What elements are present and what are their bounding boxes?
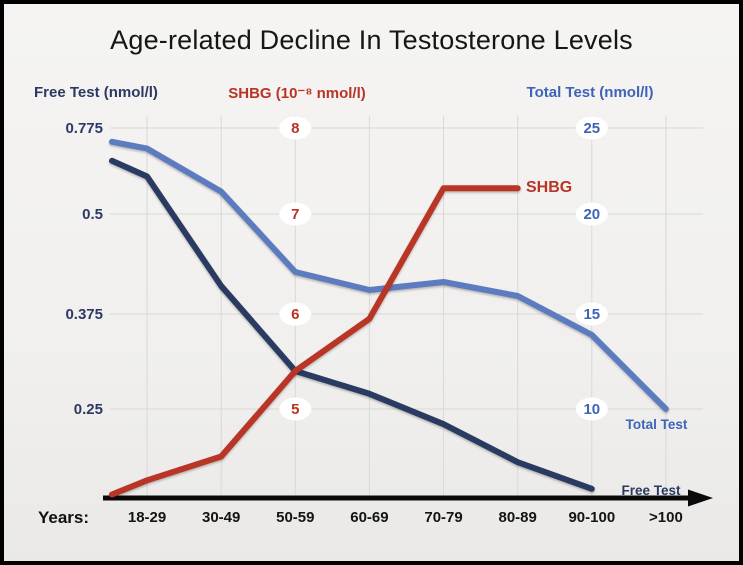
series-label-total-test: Total Test <box>625 417 688 432</box>
tick-chip <box>279 202 312 226</box>
category-label: 90-100 <box>568 509 615 526</box>
tick-chip <box>575 116 608 140</box>
tick-label-shbg: 8 <box>291 120 299 137</box>
plot-area: 0.775 0.5 0.375 0.25 8 7 6 5 25 20 15 10 18-29 30-49 5… <box>65 116 713 526</box>
tick-label-total_test: 20 <box>583 206 600 223</box>
tick-label-shbg: 5 <box>291 401 299 418</box>
tick-label-free_test: 0.25 <box>74 401 103 418</box>
tick-label-shbg: 6 <box>291 306 299 323</box>
tick-label-shbg: 7 <box>291 206 299 223</box>
tick-label-free_test: 0.375 <box>65 306 103 323</box>
tick-label-total_test: 15 <box>583 306 600 323</box>
category-label: >100 <box>649 509 683 526</box>
tick-chip <box>575 397 608 421</box>
category-label: 70-79 <box>424 509 462 526</box>
axis-title-total-test: Total Test (nmol/l) <box>526 84 654 101</box>
tick-label-free_test: 0.5 <box>82 206 103 223</box>
series-line-total_test <box>109 138 669 412</box>
series-line-shbg <box>109 185 521 498</box>
series-line-free_test <box>109 157 595 492</box>
tick-chip <box>279 116 312 140</box>
series-label-free-test: Free Test <box>621 483 681 498</box>
series-label-shbg: SHBG <box>526 179 573 196</box>
tick-chip <box>575 202 608 226</box>
tick-chip <box>279 302 312 326</box>
category-label: 30-49 <box>202 509 240 526</box>
category-label: 18-29 <box>128 509 166 526</box>
tick-chip <box>279 397 312 421</box>
category-label: 60-69 <box>350 509 388 526</box>
chart-title: Age-related Decline In Testosterone Leve… <box>110 25 633 55</box>
tick-label-free_test: 0.775 <box>65 120 103 137</box>
category-label: 50-59 <box>276 509 314 526</box>
axis-title-shbg: SHBG (10⁻⁸ nmol/l) <box>228 85 366 102</box>
x-axis-label: Years: <box>38 508 90 527</box>
tick-chip <box>575 302 608 326</box>
axis-title-free-test: Free Test (nmol/l) <box>34 84 158 101</box>
tick-label-total_test: 25 <box>583 120 600 137</box>
category-label: 80-89 <box>499 509 537 526</box>
tick-label-total_test: 10 <box>583 401 600 418</box>
x-axis-arrowhead <box>688 489 713 507</box>
